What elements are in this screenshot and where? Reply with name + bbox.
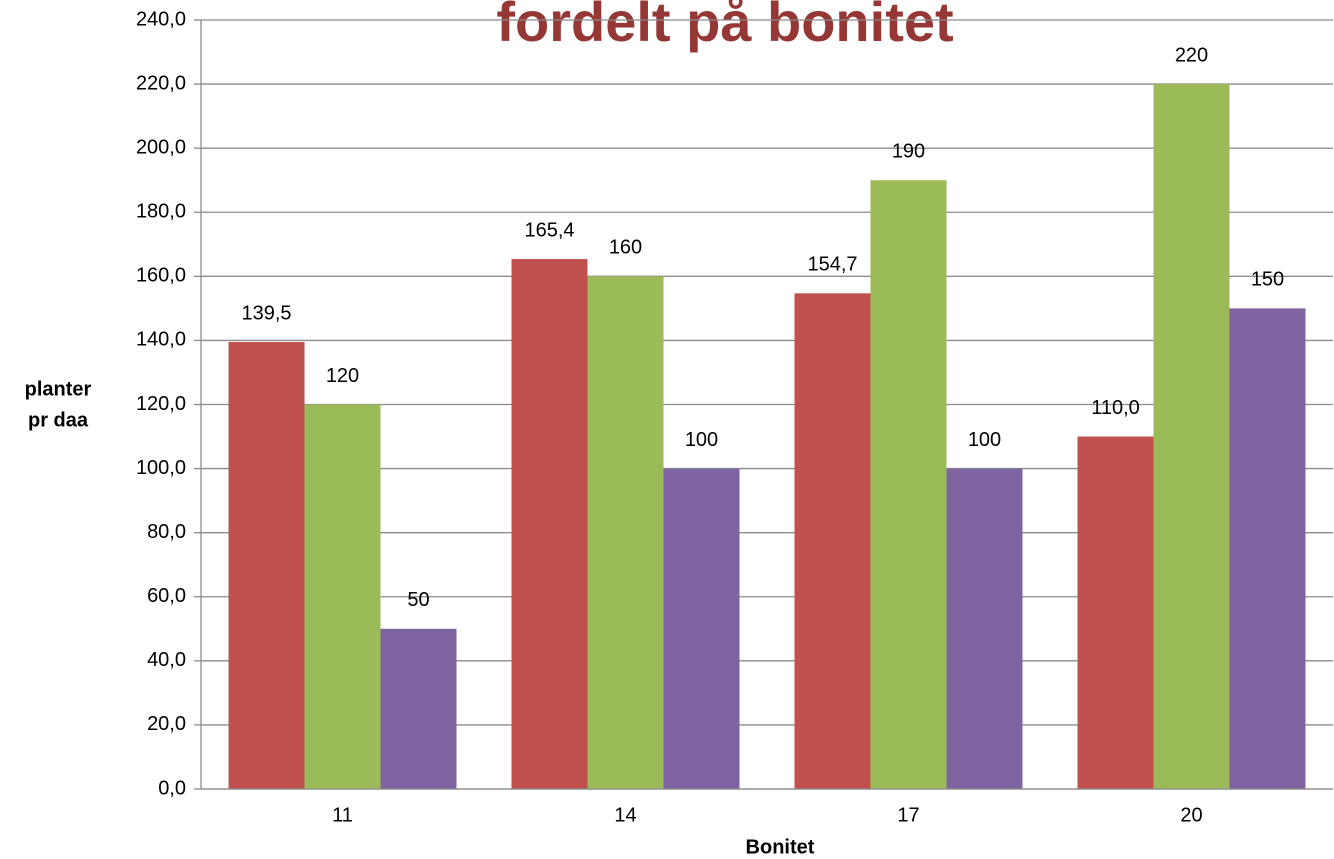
bar — [663, 468, 740, 789]
y-tick-label: 120,0 — [136, 393, 186, 415]
chart-title: fordelt på bonitet — [496, 0, 953, 53]
y-tick-label: 220,0 — [136, 72, 186, 94]
x-axis-label: Bonitet — [746, 836, 815, 858]
bar — [946, 468, 1023, 789]
data-label: 50 — [407, 589, 429, 611]
y-tick-label: 0,0 — [158, 777, 186, 799]
data-label: 110,0 — [1091, 397, 1140, 419]
y-tick-label: 60,0 — [147, 585, 186, 607]
y-tick-label: 80,0 — [147, 521, 186, 543]
y-tick-label: 180,0 — [136, 201, 186, 223]
data-label: 100 — [685, 429, 718, 451]
x-tick-label: 14 — [614, 804, 636, 826]
y-tick-label: 200,0 — [136, 136, 186, 158]
x-tick-label: 17 — [897, 804, 919, 826]
data-label: 220 — [1175, 44, 1208, 66]
y-tick-label: 140,0 — [136, 329, 186, 351]
y-tick-label: 100,0 — [136, 457, 186, 479]
bar — [870, 180, 947, 790]
data-label: 120 — [326, 365, 359, 387]
y-tick-label: 40,0 — [147, 649, 186, 671]
data-label: 160 — [609, 237, 642, 259]
bar — [1077, 436, 1154, 789]
y-tick-label: 20,0 — [147, 713, 186, 735]
x-tick-label: 11 — [332, 804, 353, 826]
y-axis-label: pr daa — [28, 409, 89, 431]
bar — [380, 628, 457, 789]
data-label: 190 — [892, 140, 925, 162]
data-label: 150 — [1251, 269, 1284, 291]
y-tick-label: 240,0 — [136, 8, 186, 30]
y-tick-label: 160,0 — [136, 265, 186, 287]
data-label: 165,4 — [524, 219, 574, 241]
y-axis-label: planter — [25, 378, 92, 400]
bar — [794, 293, 871, 789]
bar — [587, 276, 664, 789]
data-label: 154,7 — [807, 254, 857, 276]
data-label: 100 — [968, 429, 1001, 451]
bar — [304, 404, 381, 789]
bar — [1229, 308, 1306, 789]
bar — [511, 259, 588, 789]
data-label: 139,5 — [241, 302, 291, 324]
bar — [1153, 84, 1230, 790]
bar — [228, 342, 305, 789]
x-tick-label: 20 — [1180, 804, 1202, 826]
